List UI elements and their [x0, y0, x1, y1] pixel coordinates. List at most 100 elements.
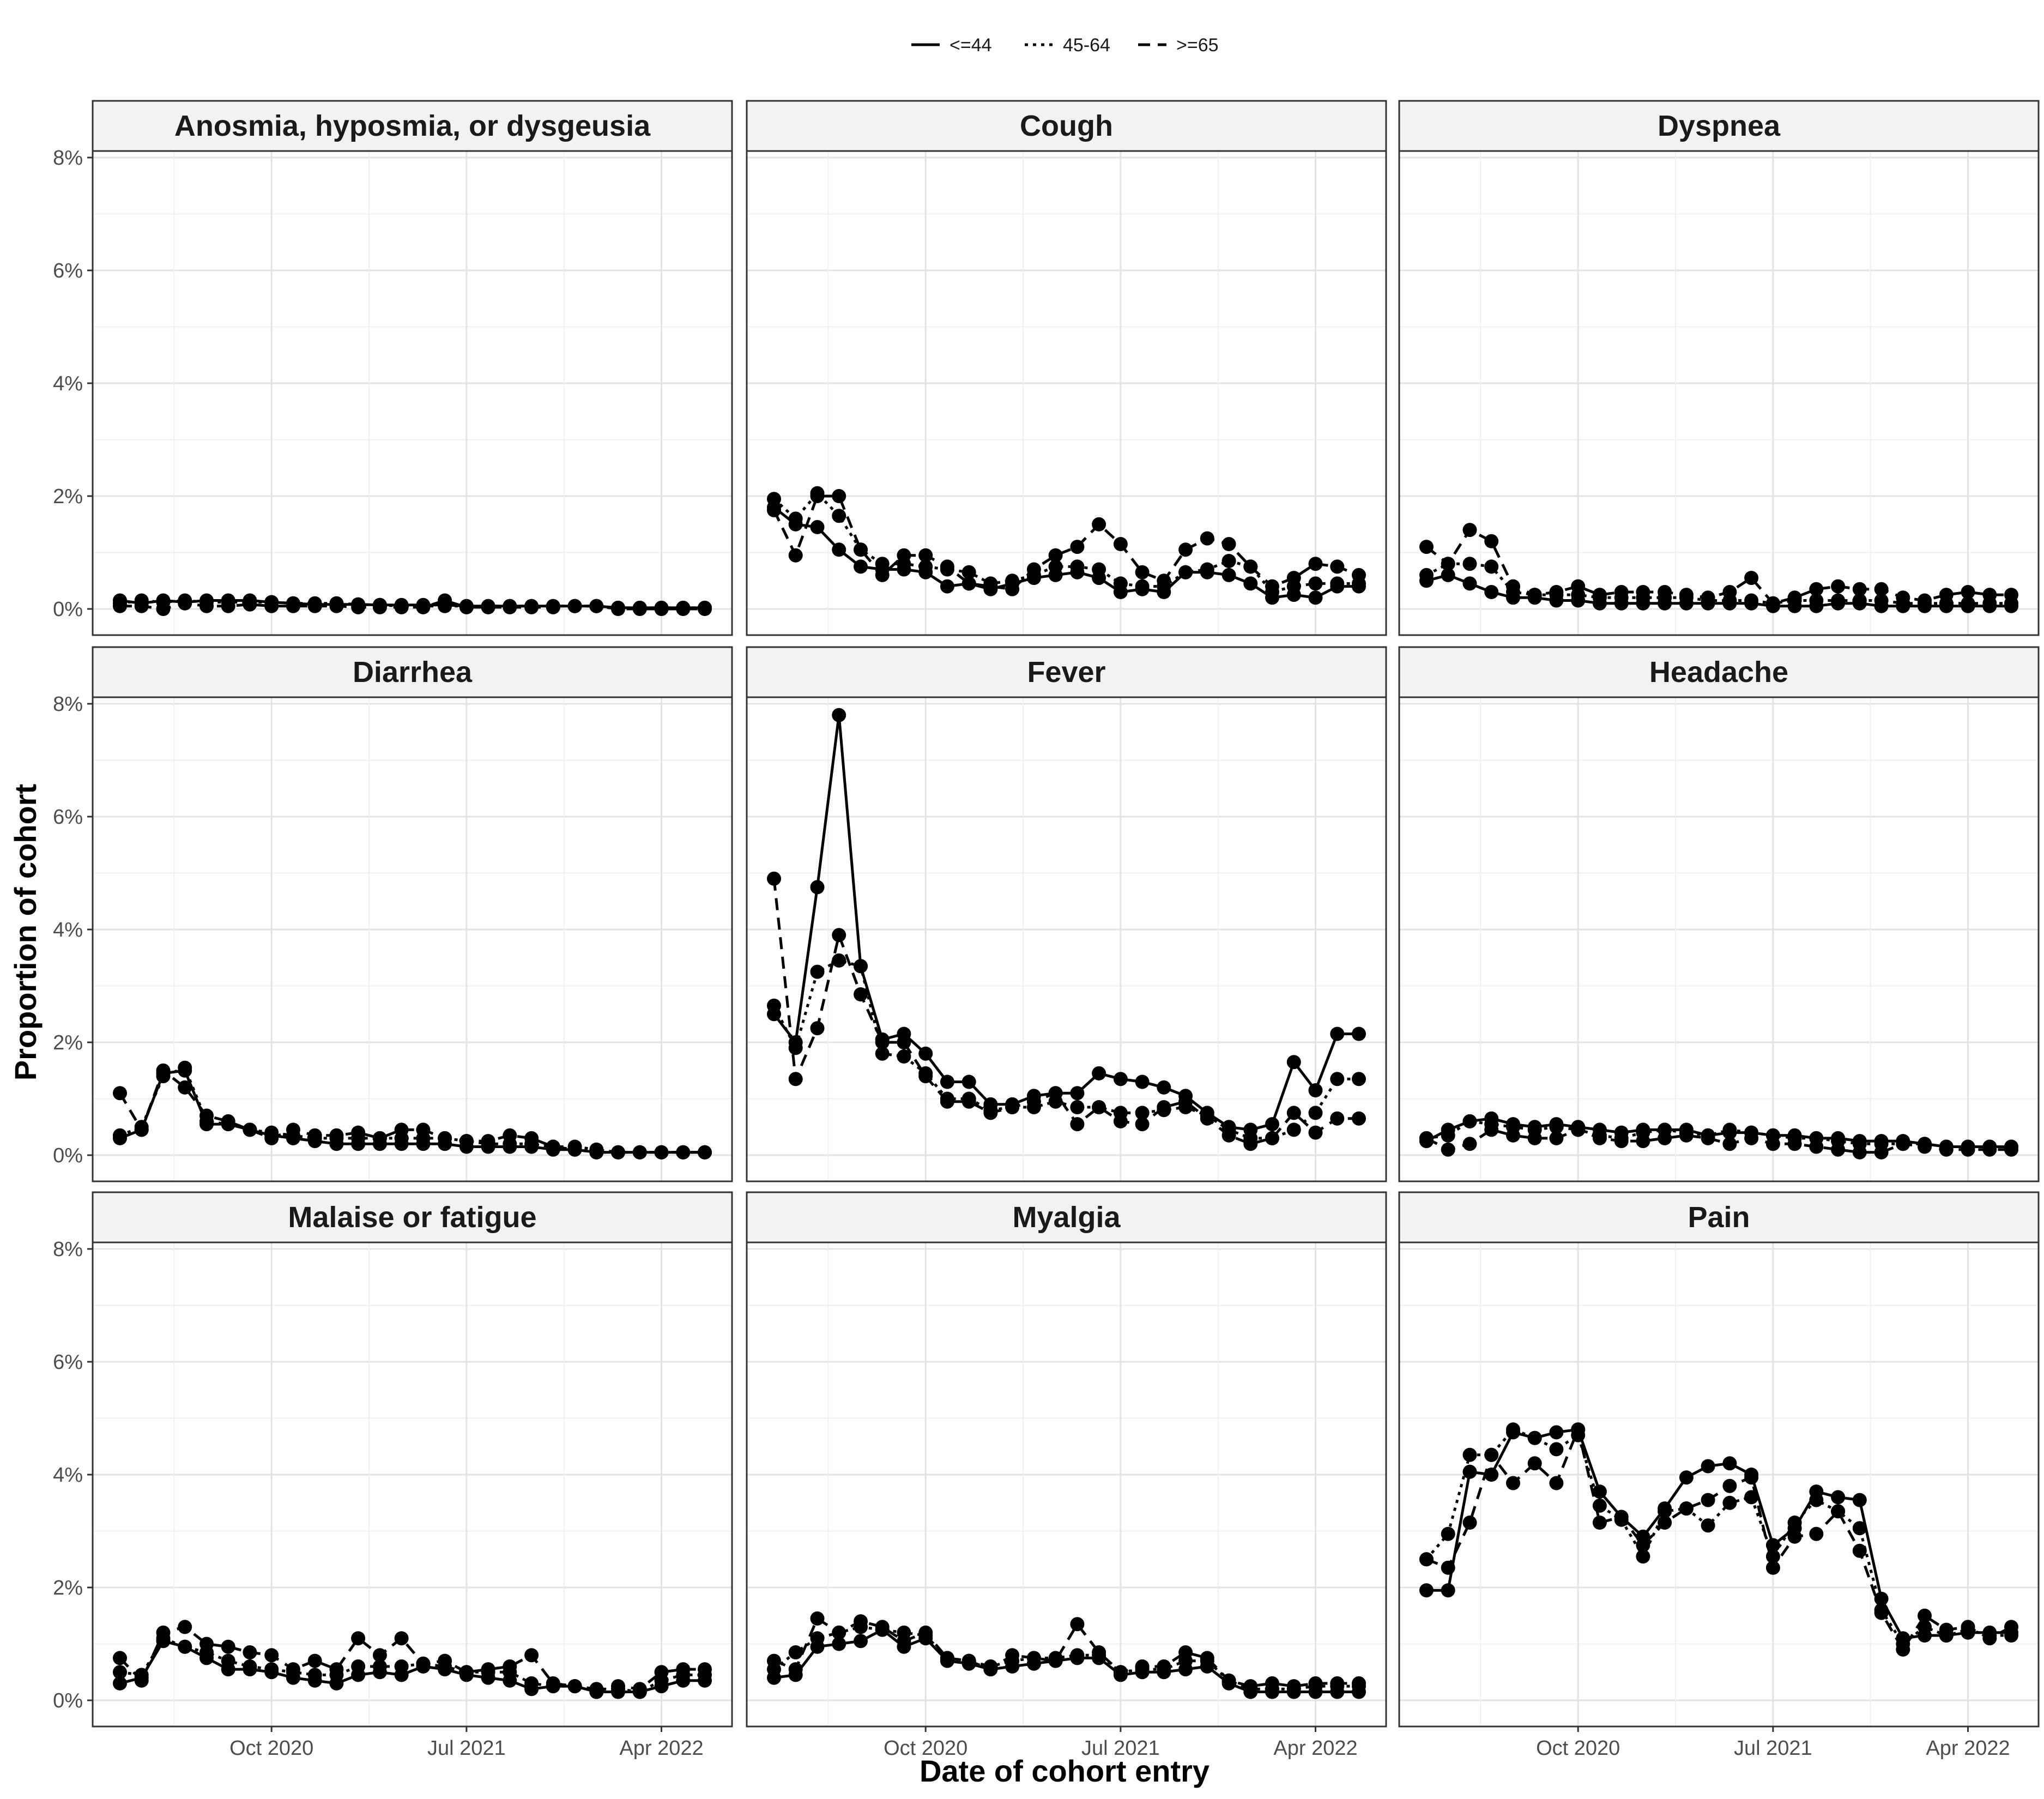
data-point: [1484, 1468, 1499, 1482]
y-axis-title: Proportion of cohort: [8, 784, 43, 1080]
data-point: [199, 593, 214, 608]
data-point: [1939, 599, 1954, 613]
x-tick-label: Jul 2021: [1081, 1737, 1160, 1760]
data-point: [1874, 599, 1889, 613]
facet-strip: [1398, 646, 2040, 698]
gridlines: [1399, 151, 2039, 635]
data-point: [1462, 1137, 1477, 1151]
data-point: [113, 1131, 127, 1145]
x-axis: Oct 2020 Jul 2021 Apr 2022: [884, 1726, 1358, 1760]
data-point: [983, 1097, 998, 1112]
legend-label: 45-64: [1063, 35, 1110, 56]
series-line: [1426, 1428, 2011, 1640]
data-point: [1592, 1498, 1607, 1513]
data-point: [1200, 531, 1214, 546]
y-tick-label: 6%: [53, 1351, 83, 1374]
data-point: [178, 595, 192, 609]
data-point: [1744, 571, 1759, 585]
facet-panel: Headache: [1398, 646, 2040, 1182]
data-point: [1178, 565, 1193, 579]
data-point: [307, 1653, 322, 1668]
data-point: [1765, 1538, 1780, 1553]
data-point: [1852, 596, 1867, 611]
data-point: [394, 597, 409, 612]
y-tick-label: 4%: [53, 1464, 83, 1487]
data-point: [1484, 1111, 1499, 1126]
data-point: [481, 1670, 495, 1685]
data-point: [1441, 1122, 1455, 1137]
series-line: [1425, 1117, 2011, 1148]
data-point: [832, 509, 846, 523]
series-line: [773, 1617, 1359, 1688]
series-line: [773, 714, 1359, 1131]
data-point: [1831, 1490, 1846, 1505]
data-point: [459, 599, 474, 613]
data-point: [810, 1611, 825, 1626]
facet-panel: Myalgia Oct 2020 Jul 2021 Apr 2022: [746, 1191, 1387, 1760]
y-tick-label: 0%: [53, 1144, 83, 1167]
data-point: [1787, 1128, 1802, 1143]
panel-border: [746, 150, 1387, 636]
data-point: [372, 1137, 387, 1151]
data-point: [810, 520, 825, 534]
legend-label: <=44: [950, 35, 992, 56]
data-point: [589, 1145, 604, 1160]
facet-strip: [1398, 100, 2040, 152]
data-point: [1809, 599, 1824, 613]
data-point: [875, 1622, 890, 1637]
gridlines: [93, 151, 732, 635]
data-point: [698, 1145, 712, 1160]
plot-area: [747, 1242, 1386, 1726]
data-point: [1874, 1134, 1889, 1149]
data-point: [1809, 582, 1824, 596]
data-point: [1200, 565, 1214, 579]
data-point: [1352, 1072, 1366, 1086]
data-point: [416, 597, 431, 612]
data-point: [221, 593, 235, 608]
data-point: [788, 1645, 803, 1659]
data-point: [459, 1139, 474, 1154]
data-point: [1243, 559, 1258, 574]
data-point: [178, 1080, 192, 1095]
data-point: [1200, 1659, 1214, 1674]
y-tick-label: 2%: [53, 485, 83, 508]
data-point: [1571, 593, 1586, 608]
data-point: [1330, 1027, 1345, 1041]
data-point: [1005, 1659, 1020, 1674]
plot-area: [1399, 151, 2039, 635]
data-point: [788, 517, 803, 532]
data-point: [1939, 1139, 1954, 1154]
x-tick-label: Jul 2021: [427, 1737, 506, 1760]
data-point: [1308, 1125, 1323, 1140]
data-point: [1330, 1685, 1345, 1699]
data-point: [1157, 1665, 1171, 1680]
data-point: [1701, 1493, 1715, 1507]
data-point: [1092, 1651, 1106, 1665]
facet-panel: Malaise or fatigue 0% 2% 4% 6% 8% Oct 2020 Jul …: [53, 1191, 733, 1760]
data-point: [1243, 576, 1258, 591]
data-point: [632, 1145, 647, 1160]
data-point: [1722, 1478, 1737, 1493]
data-point: [351, 1631, 366, 1646]
data-point: [113, 1676, 127, 1691]
data-point: [329, 1137, 344, 1151]
series-line: [773, 506, 1359, 599]
data-point: [2004, 599, 2018, 613]
data-point: [1549, 1117, 1564, 1132]
series-line: [119, 1639, 705, 1693]
data-point: [1506, 1476, 1520, 1490]
data-point: [897, 1049, 911, 1064]
data-point: [1048, 548, 1063, 563]
data-point: [1092, 571, 1106, 585]
y-tick-label: 2%: [53, 1031, 83, 1054]
data-point: [1506, 590, 1520, 605]
series-line: [1425, 1428, 2011, 1645]
data-point: [1636, 596, 1650, 611]
series-line: [772, 878, 1359, 1145]
data-point: [1441, 568, 1455, 582]
data-point: [810, 880, 825, 895]
data-point: [1787, 599, 1802, 613]
data-point: [113, 1651, 127, 1665]
data-point: [698, 600, 712, 615]
